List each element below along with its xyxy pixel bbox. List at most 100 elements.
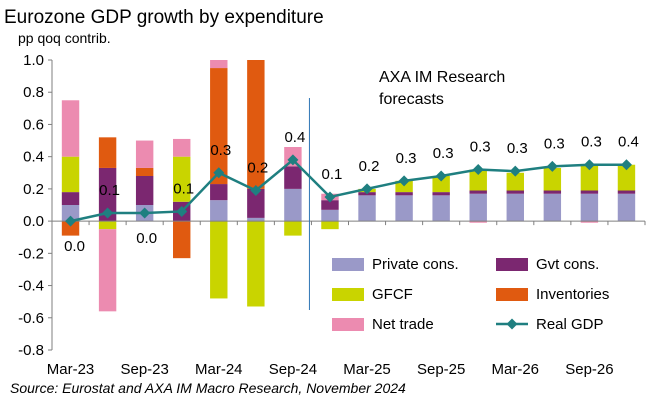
real-gdp-data-label: 0.3	[470, 139, 491, 156]
x-tick-label: Sep-24	[269, 361, 317, 378]
real-gdp-marker	[546, 160, 558, 172]
legend-label: GFCF	[372, 286, 413, 303]
bar-segment	[580, 221, 599, 223]
bar-segment	[98, 137, 117, 168]
forecast-note-line2: forecasts	[379, 91, 444, 108]
bar-segment	[61, 205, 80, 222]
real-gdp-marker	[65, 215, 77, 227]
real-gdp-marker	[361, 183, 373, 195]
real-gdp-data-label: 0.0	[64, 238, 85, 255]
bar-segment	[469, 190, 487, 194]
forecast-note-line1: AXA IM Research	[379, 69, 505, 86]
real-gdp-line	[70, 158, 627, 223]
bar-segment	[506, 190, 524, 194]
legend-label: Net trade	[372, 316, 434, 333]
bar-segment	[284, 166, 302, 189]
legend-marker	[506, 318, 518, 330]
real-gdp-data-label: 0.3	[396, 150, 417, 167]
bar-segment	[61, 100, 80, 157]
bar-segment	[395, 195, 413, 222]
bar-segment	[580, 190, 599, 194]
bar-segment	[469, 221, 487, 223]
bar-segment	[98, 221, 117, 230]
real-gdp-marker	[583, 159, 595, 171]
real-gdp-data-label: 0.3	[581, 134, 602, 151]
y-tick-label: -0.8	[18, 342, 44, 359]
real-gdp-marker	[509, 165, 521, 177]
bar-segment	[135, 176, 154, 205]
x-tick-label: Sep-26	[565, 361, 613, 378]
bar-segment	[543, 190, 562, 194]
bar-segment	[617, 190, 636, 194]
real-gdp-data-label: 0.0	[136, 230, 157, 247]
real-gdp-data-label: 0.4	[618, 134, 639, 151]
bar-segment	[173, 138, 191, 157]
x-tick-label: Mar-23	[47, 361, 95, 378]
y-tick-label: -0.4	[18, 278, 44, 295]
real-gdp-marker	[472, 164, 484, 176]
bar-segment	[61, 156, 80, 193]
real-gdp-data-label: 0.1	[99, 182, 120, 199]
chart-subtitle: pp qoq contrib.	[18, 30, 111, 46]
real-gdp-marker	[398, 175, 410, 187]
y-tick-label: 0.4	[23, 149, 44, 166]
legend-label: Inventories	[536, 286, 609, 303]
bar-segment	[173, 156, 191, 202]
real-gdp-data-label: 0.3	[210, 142, 231, 159]
bar-segment	[98, 167, 117, 222]
y-tick-label: 0.6	[23, 116, 44, 133]
y-tick-label: 0.2	[23, 181, 44, 198]
bar-segment	[247, 217, 265, 222]
bar-segment	[580, 164, 599, 191]
bar-segment	[469, 169, 487, 191]
bar-segment	[210, 221, 228, 299]
y-tick-label: 1.0	[23, 52, 44, 69]
bar-segment	[321, 221, 339, 230]
real-gdp-data-label: 0.2	[247, 160, 268, 177]
bar-segment	[358, 195, 376, 222]
y-tick-label: -0.6	[18, 310, 44, 327]
bar-segment	[617, 164, 636, 191]
real-gdp-marker	[102, 207, 114, 219]
bar-segment	[173, 221, 191, 259]
bar-segment	[210, 184, 228, 201]
x-tick-label: Mar-25	[343, 361, 391, 378]
bar-segment	[617, 193, 636, 222]
bar-segment	[580, 193, 599, 222]
bar-segment	[247, 60, 265, 189]
real-gdp-marker	[287, 154, 299, 166]
bar-segment	[61, 192, 80, 205]
y-tick-label: 0.0	[23, 213, 44, 230]
bar-segment	[98, 229, 117, 312]
legend-swatch	[496, 258, 528, 271]
legend-label: Gvt cons.	[536, 256, 599, 273]
legend-swatch	[332, 258, 364, 271]
bar-segment	[469, 193, 487, 222]
bar-segment	[543, 167, 562, 191]
plot-area: -0.8 -0.6 -0.4 -0.2 0.0 0.2 0.4 0.6 0.8 1.0 0.0 0.1…	[18, 52, 646, 378]
real-gdp-marker	[250, 185, 262, 196]
legend-swatch	[332, 288, 364, 301]
bar-segment	[247, 221, 265, 307]
bar-segment	[210, 60, 228, 69]
chart-title: Eurozone GDP growth by expenditure	[4, 7, 324, 28]
legend-swatch	[332, 318, 364, 331]
bar-segment	[61, 221, 80, 236]
x-tick-label: Mar-26	[492, 361, 540, 378]
bar-segment	[395, 192, 413, 196]
real-gdp-data-label: 0.4	[284, 129, 305, 146]
bar-segment	[543, 193, 562, 222]
y-tick-label: -0.2	[18, 245, 44, 262]
legend: Private cons. Gvt cons. GFCF Inventories Net…	[332, 256, 609, 333]
x-tick-label: Mar-24	[195, 361, 243, 378]
real-gdp-marker	[139, 207, 151, 219]
bar-segment	[210, 200, 228, 222]
real-gdp-data-label: 0.3	[433, 145, 454, 162]
legend-label: Private cons.	[372, 256, 459, 273]
x-tick-label: Sep-23	[120, 361, 168, 378]
bar-segment	[506, 193, 524, 222]
bar-segment	[247, 188, 265, 218]
real-gdp-data-label: 0.1	[173, 180, 194, 197]
bar-segment	[284, 221, 302, 236]
